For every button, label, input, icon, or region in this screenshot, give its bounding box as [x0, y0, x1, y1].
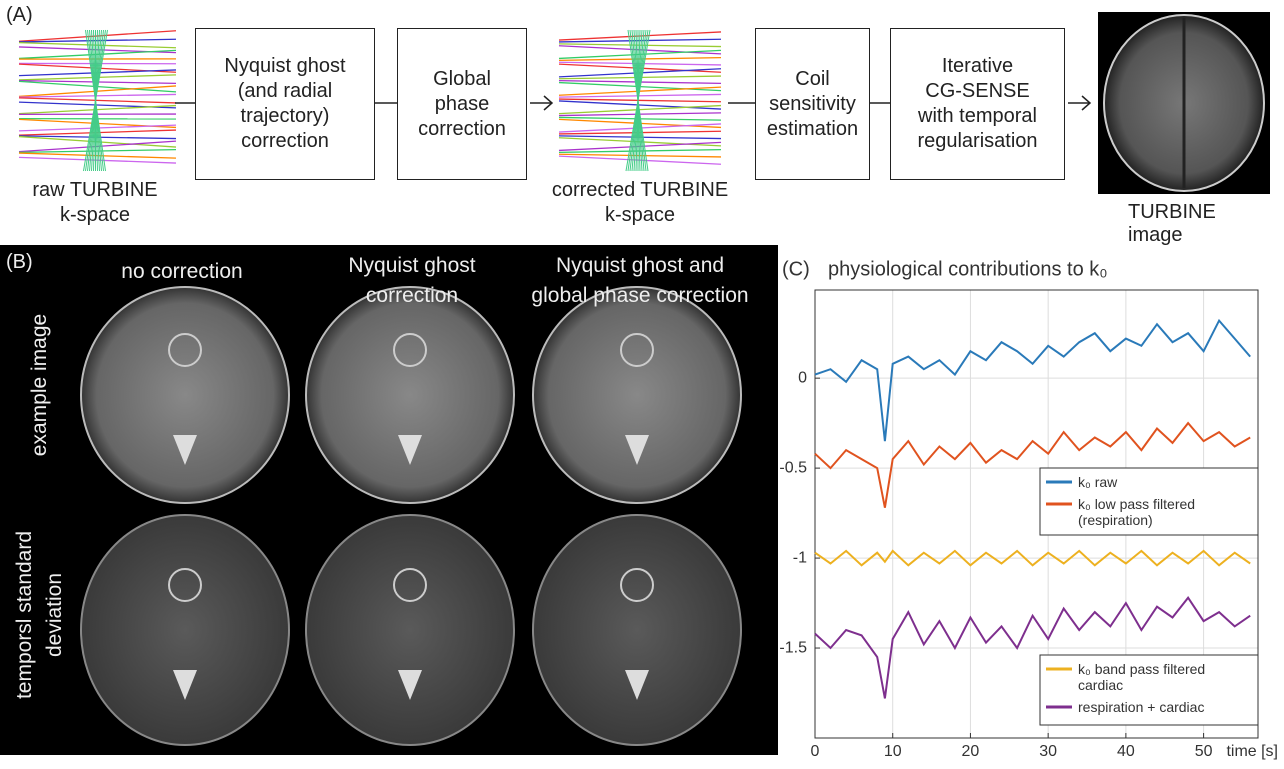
panel-c: (C) physiological contributions to k₀ -1… [778, 245, 1284, 764]
x-tick-label: 40 [1117, 743, 1135, 760]
page: {"panel_a": { "label": "(A)", "raw_label… [0, 0, 1284, 764]
legend-entry: respiration + cardiac [1078, 699, 1248, 715]
chart-title: physiological contributions to k₀ [828, 258, 1108, 280]
title-line: Nyquist ghost and [531, 251, 748, 281]
legend-entry: k₀ raw [1078, 474, 1248, 490]
legend-entry: k₀ low pass filtered (respiration) [1078, 496, 1248, 528]
title-line: correction [348, 281, 475, 311]
y-tick-label: -1 [793, 549, 807, 566]
brain [81, 515, 289, 745]
brain [306, 515, 514, 745]
x-tick-label: 50 [1195, 743, 1213, 760]
title-line: Nyquist ghost [348, 251, 475, 281]
label-line: deviation [40, 531, 70, 699]
legend-entry: k₀ band pass filtered cardiac [1078, 661, 1248, 693]
y-tick-label: 0 [798, 369, 807, 386]
brain [81, 287, 289, 503]
label-line: example image [25, 314, 55, 456]
x-tick-label: 10 [884, 743, 902, 760]
label-line: temporsl standard [10, 531, 40, 699]
image-label: TURBINE image [1128, 201, 1232, 247]
arrow [530, 96, 552, 110]
panel-label: (C) [782, 258, 810, 280]
series-line [815, 321, 1250, 442]
x-tick-label: 30 [1039, 743, 1057, 760]
x-tick-label: 0 [811, 743, 820, 760]
title-line: no correction [121, 257, 242, 287]
brain-images [0, 245, 778, 755]
arrow [1068, 96, 1090, 110]
y-tick-label: -0.5 [779, 459, 807, 476]
brain [533, 287, 741, 503]
brain [533, 515, 741, 745]
y-tick-label: -1.5 [779, 639, 807, 656]
brain [306, 287, 514, 503]
column-title: no correction [121, 257, 242, 287]
row-label: example image [25, 314, 55, 456]
arrows [0, 0, 1284, 245]
x-axis-label: time [s] [1226, 743, 1278, 760]
title-line: global phase correction [531, 281, 748, 311]
x-tick-label: 20 [962, 743, 980, 760]
